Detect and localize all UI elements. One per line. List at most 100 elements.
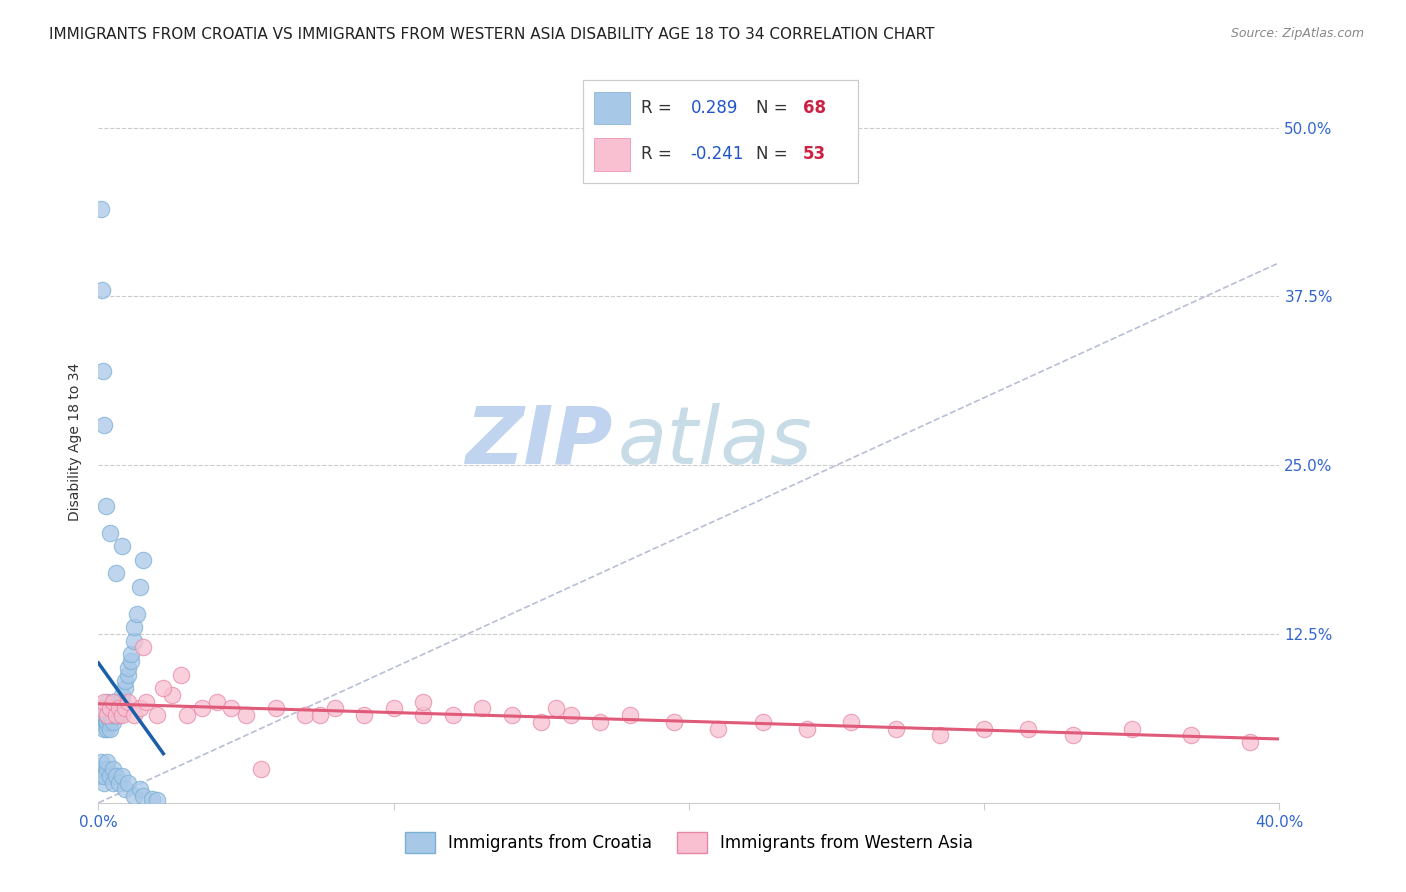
Point (162, 688, 183, 702)
Point (90, 701, 112, 715)
Point (93, 769, 115, 783)
Point (105, 694, 128, 708)
Point (90, 701, 112, 715)
Point (96, 722, 118, 736)
Point (929, 728, 952, 742)
Point (471, 701, 494, 715)
Point (105, 701, 128, 715)
Point (122, 620, 145, 634)
Point (128, 580, 150, 594)
Point (120, 654, 142, 668)
Point (96, 762, 118, 776)
Point (90, 708, 112, 723)
Point (114, 681, 136, 695)
Point (141, 791, 163, 805)
Point (264, 701, 287, 715)
Point (93, 708, 115, 723)
Point (170, 667, 193, 681)
Point (589, 714, 612, 729)
Point (91, 283, 114, 297)
Point (105, 708, 128, 723)
Point (117, 667, 139, 681)
Point (221, 701, 243, 715)
Text: N =: N = (756, 99, 793, 117)
Point (546, 701, 568, 715)
Point (93, 722, 115, 736)
Point (98, 701, 121, 715)
Text: -0.241: -0.241 (690, 145, 744, 163)
Point (135, 694, 157, 708)
Text: 53: 53 (803, 145, 825, 163)
Point (122, 708, 145, 723)
Point (96, 708, 118, 723)
Point (105, 708, 128, 723)
Point (108, 701, 131, 715)
Text: N =: N = (756, 145, 793, 163)
Point (111, 708, 134, 723)
Point (176, 708, 198, 723)
Point (90, 762, 112, 776)
Point (108, 775, 131, 789)
Point (501, 708, 523, 723)
Point (94, 714, 117, 729)
Point (707, 722, 730, 736)
Point (103, 694, 125, 708)
Point (89, 769, 111, 783)
Point (96, 708, 118, 723)
Point (1180, 728, 1202, 742)
Text: 68: 68 (803, 99, 825, 117)
Point (235, 708, 257, 723)
Point (1018, 722, 1040, 736)
Text: R =: R = (641, 99, 678, 117)
Point (128, 782, 150, 797)
Point (98, 525, 121, 540)
Bar (595, 137, 630, 170)
Text: ZIP: ZIP (465, 402, 612, 481)
Text: Source: ZipAtlas.com: Source: ZipAtlas.com (1230, 27, 1364, 40)
Point (796, 722, 818, 736)
Point (323, 701, 346, 715)
Point (103, 714, 125, 729)
Point (619, 708, 641, 723)
Point (93, 417, 115, 432)
Point (205, 694, 228, 708)
Point (90, 202, 112, 216)
Point (103, 701, 125, 715)
Point (98, 714, 121, 729)
Point (128, 701, 150, 715)
Point (884, 722, 907, 736)
Point (132, 789, 155, 803)
Point (93, 694, 115, 708)
Point (122, 633, 145, 648)
Legend: Immigrants from Croatia, Immigrants from Western Asia: Immigrants from Croatia, Immigrants from… (398, 826, 980, 860)
Point (108, 694, 131, 708)
Point (294, 708, 316, 723)
Point (125, 607, 148, 621)
Point (117, 694, 139, 708)
Point (841, 714, 863, 729)
Point (117, 661, 139, 675)
Point (146, 708, 169, 723)
Text: R =: R = (641, 145, 678, 163)
Point (191, 701, 214, 715)
Point (91, 364, 114, 378)
Point (382, 701, 405, 715)
Point (96, 701, 118, 715)
Point (250, 762, 273, 776)
Point (96, 694, 118, 708)
Point (93, 775, 115, 789)
Point (96, 714, 118, 729)
Point (1121, 722, 1143, 736)
Point (103, 708, 125, 723)
Point (664, 714, 686, 729)
Point (98, 769, 121, 783)
Point (114, 701, 136, 715)
Point (146, 793, 169, 807)
Bar (595, 92, 630, 124)
Point (111, 539, 134, 553)
Point (117, 775, 139, 789)
Point (111, 694, 134, 708)
Point (412, 708, 434, 723)
Point (1239, 735, 1261, 749)
Point (152, 681, 174, 695)
